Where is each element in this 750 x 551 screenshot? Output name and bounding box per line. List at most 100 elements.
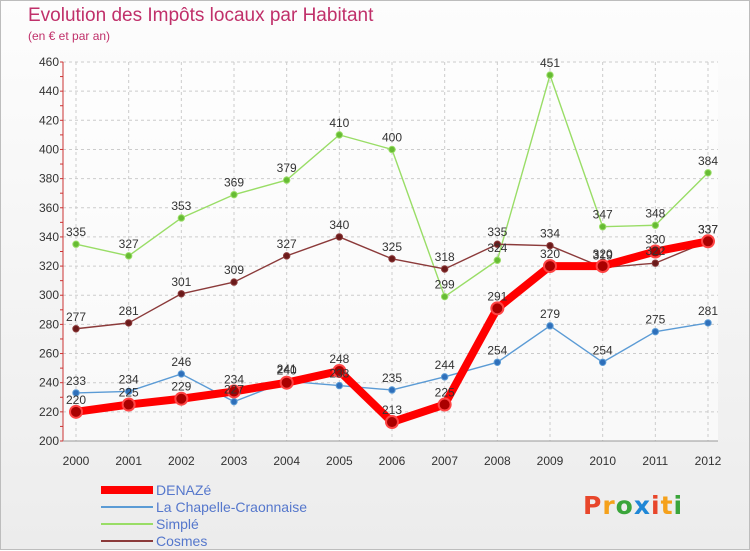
data-label-denaze: 248: [329, 352, 349, 366]
y-tick-label: 200: [39, 434, 59, 448]
data-point-la-chapelle-craonnaise: [335, 381, 344, 390]
x-tick-label: 2006: [379, 454, 406, 468]
data-point-denaze: [69, 404, 83, 419]
data-point-denaze: [437, 397, 452, 412]
data-label-cosmes: 322: [645, 244, 665, 258]
data-point-cosmes: [546, 241, 554, 250]
data-point-la-chapelle-craonnaise: [704, 319, 712, 327]
data-label-cosmes: 277: [66, 310, 86, 324]
data-point-cosmes: [651, 259, 660, 267]
data-point-denaze: [332, 364, 347, 379]
data-point-denaze: [385, 415, 399, 430]
data-point-cosmes: [177, 290, 186, 298]
y-tick-label: 440: [39, 84, 59, 98]
data-point-simple: [72, 240, 80, 248]
data-point-la-chapelle-craonnaise: [72, 389, 80, 397]
x-tick-label: 2001: [115, 454, 142, 468]
data-label-simple: 299: [435, 278, 455, 292]
data-label-simple: 410: [329, 116, 349, 130]
y-tick-label: 360: [39, 201, 59, 215]
data-point-la-chapelle-craonnaise: [493, 358, 502, 366]
data-label-simple: 353: [171, 199, 191, 213]
data-label-cosmes: 301: [171, 275, 191, 289]
data-point-la-chapelle-craonnaise: [177, 370, 186, 378]
x-tick-label: 2008: [484, 454, 511, 468]
data-label-la-chapelle-craonnaise: 238: [329, 367, 349, 381]
data-label-simple: 384: [698, 154, 718, 168]
y-tick-label: 240: [39, 376, 59, 390]
data-label-denaze: 225: [435, 386, 455, 400]
data-label-cosmes: 340: [329, 218, 349, 232]
data-label-la-chapelle-craonnaise: 246: [171, 355, 191, 369]
x-tick-label: 2000: [63, 454, 90, 468]
data-point-denaze: [701, 234, 715, 249]
legend-label-la-chapelle-craonnaise: La Chapelle-Craonnaise: [156, 499, 307, 515]
data-label-cosmes: 325: [382, 240, 402, 254]
data-point-denaze: [121, 397, 136, 412]
y-tick-label: 460: [39, 55, 59, 69]
data-label-simple: 451: [540, 56, 560, 70]
y-tick-label: 320: [39, 259, 59, 273]
data-point-simple: [282, 176, 291, 184]
y-tick-label: 400: [39, 142, 59, 156]
data-point-simple: [124, 252, 133, 260]
x-tick-label: 2007: [431, 454, 458, 468]
data-point-simple: [651, 221, 660, 229]
data-point-cosmes: [493, 240, 502, 248]
data-label-denaze: 337: [698, 222, 718, 236]
data-label-cosmes: 337: [698, 222, 718, 236]
data-point-simple: [177, 214, 186, 222]
data-point-la-chapelle-craonnaise: [388, 386, 396, 394]
proxiti-logo: Proxiti: [583, 491, 684, 520]
data-label-cosmes: 281: [119, 304, 139, 318]
data-label-cosmes: 309: [224, 263, 244, 277]
data-label-la-chapelle-craonnaise: 279: [540, 307, 560, 321]
data-label-simple: 335: [66, 225, 86, 239]
data-label-denaze: 225: [119, 386, 139, 400]
plot-area: [63, 62, 718, 441]
legend-label-denaze: DENAZé: [156, 482, 212, 498]
y-tick-label: 260: [39, 347, 59, 361]
data-label-la-chapelle-craonnaise: 281: [698, 304, 718, 318]
data-point-simple: [493, 256, 502, 264]
data-point-denaze: [490, 301, 505, 316]
data-point-cosmes: [282, 252, 291, 260]
data-point-denaze: [648, 244, 663, 259]
data-point-la-chapelle-craonnaise: [651, 327, 660, 336]
data-label-simple: 400: [382, 130, 402, 144]
data-point-simple: [704, 169, 712, 177]
data-label-la-chapelle-craonnaise: 254: [487, 343, 507, 357]
data-point-la-chapelle-craonnaise: [440, 373, 449, 381]
data-label-simple: 327: [119, 237, 139, 251]
data-point-la-chapelle-craonnaise: [124, 387, 133, 396]
data-point-simple: [598, 223, 607, 231]
data-point-cosmes: [230, 278, 238, 286]
legend-swatch-cosmes: [101, 540, 153, 542]
x-tick-label: 2004: [273, 454, 300, 468]
data-label-la-chapelle-craonnaise: 244: [435, 358, 455, 372]
data-label-denaze: 320: [540, 247, 560, 261]
legend-swatch-denaze: [101, 486, 153, 494]
data-point-simple: [230, 190, 238, 199]
x-tick-label: 2010: [589, 454, 616, 468]
data-label-simple: 348: [645, 206, 665, 220]
x-tick-label: 2003: [221, 454, 248, 468]
data-label-la-chapelle-craonnaise: 233: [66, 374, 86, 388]
x-tick-label: 2012: [695, 454, 722, 468]
data-label-denaze: 220: [66, 393, 86, 407]
data-label-la-chapelle-craonnaise: 234: [119, 372, 139, 386]
data-label-cosmes: 335: [487, 225, 507, 239]
data-label-denaze: 291: [487, 289, 507, 303]
x-tick-label: 2002: [168, 454, 195, 468]
chart-title: Evolution des Impôts locaux par Habitant: [28, 5, 374, 26]
y-tick-label: 300: [39, 288, 59, 302]
data-label-la-chapelle-craonnaise: 227: [224, 383, 244, 397]
data-point-denaze: [543, 259, 557, 274]
data-label-la-chapelle-craonnaise: 275: [645, 313, 665, 327]
data-point-cosmes: [440, 265, 449, 273]
data-label-la-chapelle-craonnaise: 254: [593, 343, 613, 357]
data-label-simple: 324: [487, 241, 507, 255]
data-point-cosmes: [388, 255, 396, 263]
data-label-cosmes: 318: [435, 250, 455, 264]
